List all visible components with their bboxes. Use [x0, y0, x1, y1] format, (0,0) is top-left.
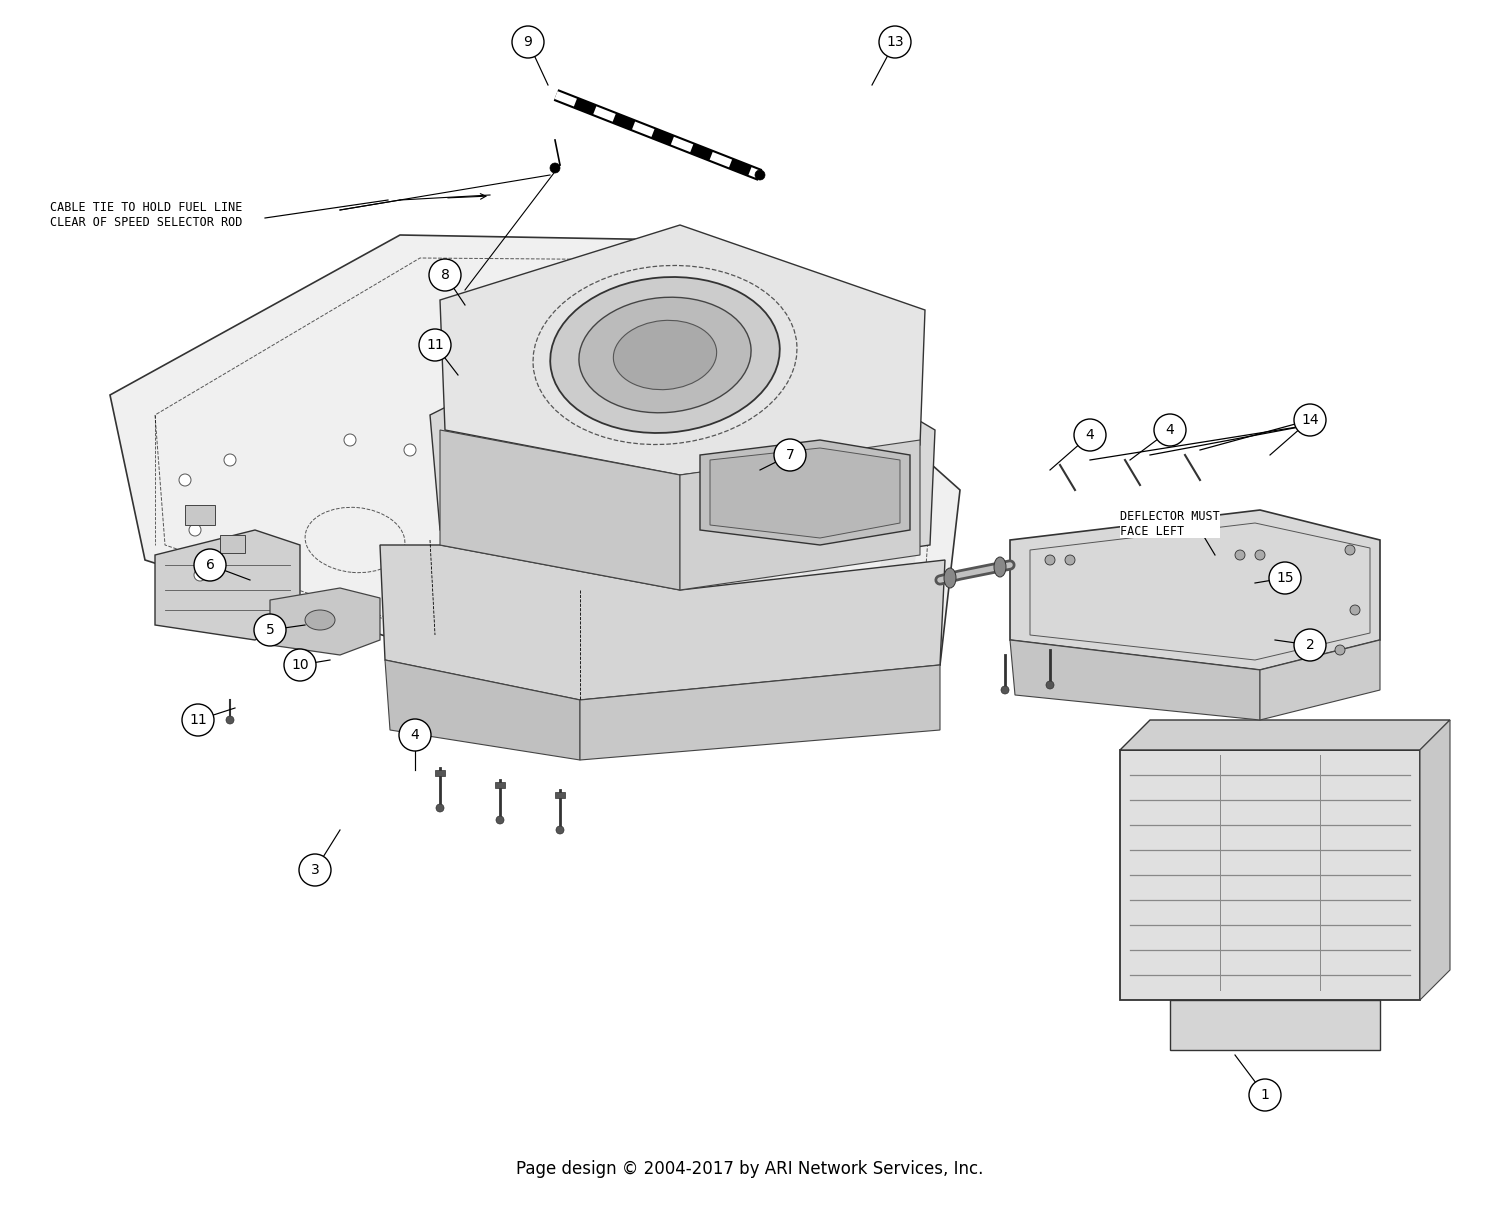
Text: 4: 4: [1166, 423, 1174, 437]
Polygon shape: [380, 545, 945, 699]
Text: 2: 2: [1305, 638, 1314, 652]
Polygon shape: [1010, 640, 1260, 720]
Text: 8: 8: [441, 268, 450, 281]
Polygon shape: [270, 588, 380, 655]
Polygon shape: [110, 236, 960, 685]
Polygon shape: [710, 448, 900, 538]
Text: 1: 1: [1260, 1088, 1269, 1102]
Circle shape: [344, 434, 355, 446]
Circle shape: [182, 704, 214, 736]
Circle shape: [399, 719, 430, 751]
Text: 11: 11: [189, 713, 207, 727]
Circle shape: [1256, 550, 1264, 561]
Circle shape: [550, 163, 560, 173]
Text: 4: 4: [1086, 428, 1095, 442]
Text: ARI: ARI: [578, 540, 922, 716]
Polygon shape: [386, 660, 580, 760]
Circle shape: [879, 27, 910, 58]
Ellipse shape: [944, 568, 956, 588]
Circle shape: [284, 649, 316, 681]
Circle shape: [298, 854, 332, 885]
Circle shape: [1000, 686, 1010, 695]
Bar: [220, 535, 245, 553]
Circle shape: [254, 614, 286, 646]
Bar: [495, 782, 506, 788]
Polygon shape: [1170, 1000, 1380, 1050]
Circle shape: [419, 329, 452, 361]
Polygon shape: [1120, 720, 1450, 750]
Circle shape: [189, 524, 201, 536]
Text: 10: 10: [291, 658, 309, 672]
Text: 9: 9: [524, 35, 532, 50]
Circle shape: [1269, 562, 1300, 594]
Circle shape: [1294, 629, 1326, 661]
Circle shape: [774, 439, 806, 471]
Circle shape: [1234, 550, 1245, 561]
Polygon shape: [700, 440, 910, 545]
Circle shape: [1046, 681, 1054, 689]
Circle shape: [1065, 554, 1076, 565]
Circle shape: [226, 716, 234, 724]
Polygon shape: [1120, 750, 1420, 1000]
Circle shape: [1294, 403, 1326, 436]
Circle shape: [194, 548, 226, 581]
Text: CABLE TIE TO HOLD FUEL LINE
CLEAR OF SPEED SELECTOR ROD: CABLE TIE TO HOLD FUEL LINE CLEAR OF SPE…: [50, 201, 243, 230]
Bar: [184, 505, 214, 525]
Text: 14: 14: [1300, 413, 1318, 426]
Ellipse shape: [994, 557, 1006, 577]
Circle shape: [1250, 1079, 1281, 1111]
Polygon shape: [580, 664, 940, 760]
Ellipse shape: [304, 610, 334, 631]
Circle shape: [1046, 554, 1054, 565]
Circle shape: [224, 454, 236, 466]
Circle shape: [436, 805, 444, 812]
Ellipse shape: [579, 297, 752, 413]
Text: 13: 13: [886, 35, 904, 50]
Polygon shape: [1420, 720, 1450, 1000]
Polygon shape: [440, 225, 926, 475]
Circle shape: [496, 815, 504, 824]
Text: 5: 5: [266, 623, 274, 637]
Polygon shape: [1010, 510, 1380, 670]
Text: 4: 4: [411, 728, 420, 742]
Polygon shape: [680, 440, 920, 590]
Text: 15: 15: [1276, 571, 1294, 585]
Text: 6: 6: [206, 558, 214, 573]
Ellipse shape: [550, 277, 780, 432]
Text: 3: 3: [310, 863, 320, 877]
Circle shape: [429, 259, 460, 291]
Circle shape: [512, 27, 544, 58]
Text: DEFLECTOR MUST
FACE LEFT: DEFLECTOR MUST FACE LEFT: [1120, 510, 1220, 538]
Polygon shape: [430, 285, 934, 580]
Circle shape: [1335, 645, 1346, 655]
Circle shape: [1346, 545, 1354, 554]
Circle shape: [194, 569, 206, 581]
Circle shape: [1350, 605, 1360, 615]
Polygon shape: [440, 430, 680, 590]
Text: 11: 11: [426, 338, 444, 352]
Circle shape: [178, 474, 190, 486]
Bar: [555, 792, 566, 798]
Bar: [435, 769, 445, 776]
Text: Page design © 2004-2017 by ARI Network Services, Inc.: Page design © 2004-2017 by ARI Network S…: [516, 1160, 984, 1178]
Ellipse shape: [614, 320, 717, 390]
Polygon shape: [1260, 640, 1380, 720]
Circle shape: [556, 826, 564, 834]
Circle shape: [1154, 414, 1186, 446]
Circle shape: [404, 445, 416, 455]
Polygon shape: [154, 530, 300, 640]
Text: 7: 7: [786, 448, 795, 461]
Circle shape: [1074, 419, 1106, 451]
Ellipse shape: [754, 170, 765, 180]
